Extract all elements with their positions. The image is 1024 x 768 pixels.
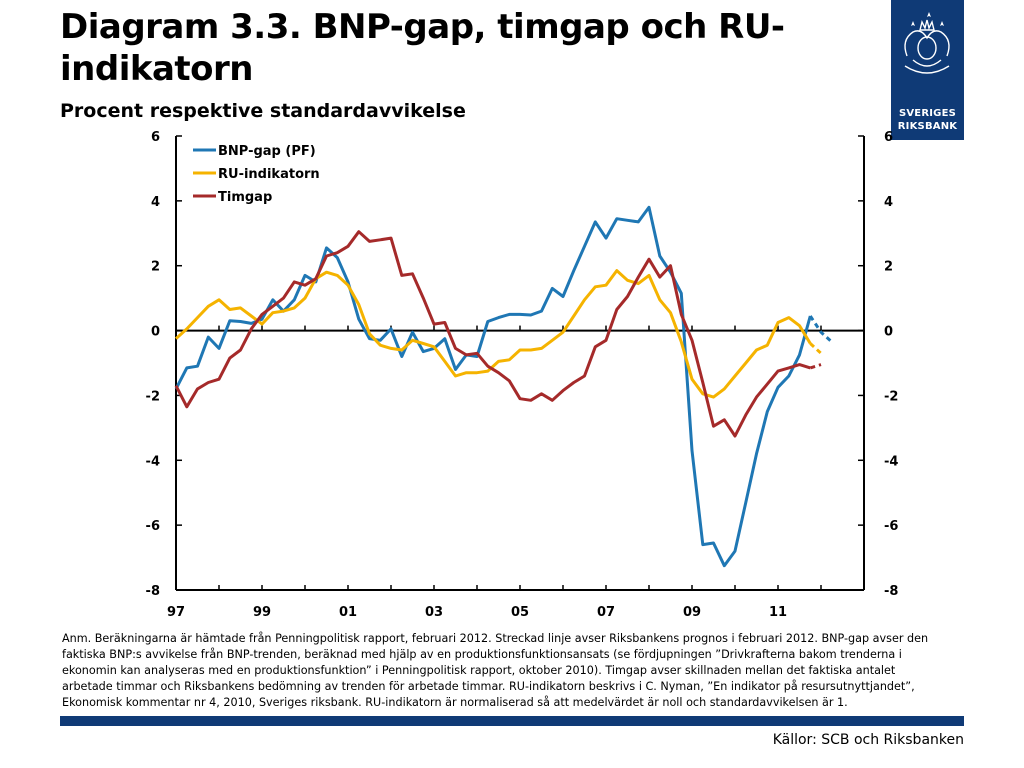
series-line-2 [174,230,811,438]
y-tick-label-left: 6 [151,130,160,145]
x-tick-label: 07 [597,605,615,620]
line-chart: -8 -8 -6 -6 -4 -4 -2 -2 0 0 2 2 4 4 6 6 97 99 01 03 05 07 09 11… [146,130,899,620]
series-line-1 [174,269,812,399]
x-tick-label: 97 [167,605,185,620]
riksbank-logo: SVERIGES RIKSBANK [891,0,964,140]
y-tick-label-left: -2 [146,389,160,404]
x-tick-label: 11 [769,605,787,620]
y-tick-label-right: 0 [884,325,893,340]
riksbank-crest-icon [904,12,950,74]
page-title: Diagram 3.3. BNP-gap, timgap och RU-indi… [60,7,785,89]
y-tick-label-right: 4 [884,195,893,210]
footer-bar [60,716,964,726]
y-tick-label-right: -6 [884,519,898,534]
y-tick-label-right: -8 [884,584,898,599]
y-tick-label-left: -8 [146,584,160,599]
legend-label: Timgap [218,190,272,205]
y-tick-label-left: -6 [146,519,160,534]
series-line-0 [174,205,812,568]
y-tick-label-right: 6 [884,130,893,145]
x-tick-label: 05 [511,605,529,620]
series-forecast-2 [809,363,822,370]
source-text: Källor: SCB och Riksbanken [772,732,964,748]
y-tick-label-right: 2 [884,260,893,275]
y-tick-label-left: 4 [151,195,160,210]
legend-label: BNP-gap (PF) [218,144,316,159]
logo-line-2: RIKSBANK [897,121,958,132]
y-tick-label-right: -2 [884,389,898,404]
series-forecast-1 [809,342,823,355]
legend-label: RU-indikatorn [218,167,320,182]
x-tick-label: 03 [425,605,443,620]
x-tick-label: 09 [683,605,701,620]
series-forecast-0 [809,315,833,344]
logo-line-1: SVERIGES [898,108,957,119]
y-tick-label-right: -4 [884,454,898,469]
page-subtitle: Procent respektive standardavvikelse [60,100,466,122]
y-tick-label-left: -4 [146,454,160,469]
chart-footnote: Anm. Beräkningarna är hämtade från Penni… [62,632,929,709]
x-tick-label: 01 [339,605,357,620]
y-tick-label-left: 2 [151,260,160,275]
x-tick-label: 99 [253,605,271,620]
y-tick-label-left: 0 [151,325,160,340]
